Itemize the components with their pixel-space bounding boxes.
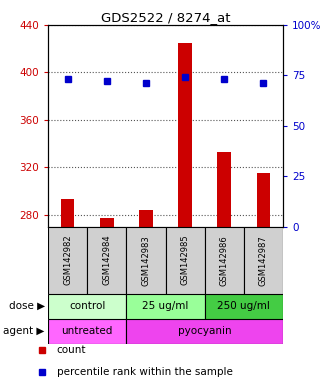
Bar: [126, 294, 205, 319]
Text: control: control: [69, 301, 105, 311]
Text: percentile rank within the sample: percentile rank within the sample: [57, 367, 232, 377]
Bar: [87, 227, 126, 294]
Text: GDS2522 / 8274_at: GDS2522 / 8274_at: [101, 11, 230, 24]
Bar: [126, 319, 283, 344]
Bar: [61, 199, 74, 227]
Bar: [139, 210, 153, 227]
Text: untreated: untreated: [62, 326, 113, 336]
Text: 250 ug/ml: 250 ug/ml: [217, 301, 270, 311]
Bar: [205, 227, 244, 294]
Text: GSM142982: GSM142982: [63, 235, 72, 285]
Bar: [100, 218, 114, 227]
Bar: [244, 227, 283, 294]
Bar: [48, 294, 126, 319]
Bar: [178, 43, 192, 227]
Bar: [48, 227, 87, 294]
Bar: [257, 173, 270, 227]
Text: GSM142984: GSM142984: [102, 235, 111, 285]
Text: count: count: [57, 345, 86, 355]
Text: GSM142983: GSM142983: [141, 235, 150, 286]
Bar: [166, 227, 205, 294]
Text: agent ▶: agent ▶: [3, 326, 45, 336]
Text: GSM142985: GSM142985: [181, 235, 190, 285]
Text: GSM142986: GSM142986: [220, 235, 229, 286]
Bar: [48, 319, 126, 344]
Bar: [205, 294, 283, 319]
Text: dose ▶: dose ▶: [9, 301, 45, 311]
Bar: [126, 227, 166, 294]
Text: pyocyanin: pyocyanin: [178, 326, 231, 336]
Text: 25 ug/ml: 25 ug/ml: [142, 301, 189, 311]
Text: GSM142987: GSM142987: [259, 235, 268, 286]
Bar: [217, 152, 231, 227]
